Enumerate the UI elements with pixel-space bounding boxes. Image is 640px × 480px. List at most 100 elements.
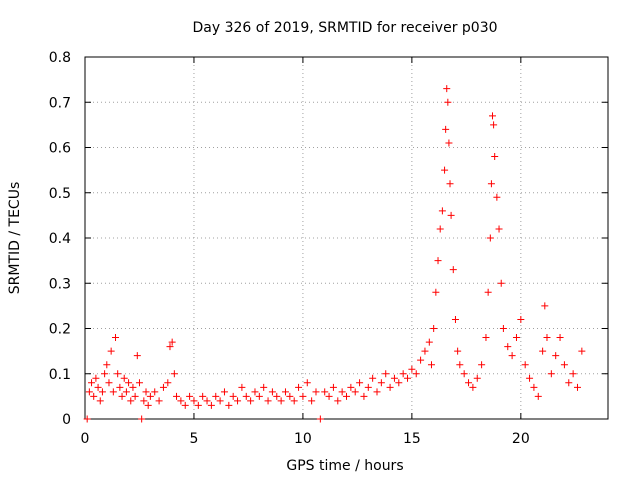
data-point <box>578 347 586 355</box>
data-point <box>164 379 172 387</box>
data-point <box>404 374 412 382</box>
y-tick-label: 0.1 <box>49 367 71 383</box>
data-point <box>547 370 555 378</box>
data-point <box>303 379 311 387</box>
data-point <box>521 361 529 369</box>
data-point <box>460 370 468 378</box>
data-point <box>159 383 167 391</box>
data-point <box>264 397 272 405</box>
data-point <box>325 392 333 400</box>
data-point <box>347 383 355 391</box>
data-point <box>560 361 568 369</box>
data-point <box>177 397 185 405</box>
data-point <box>421 347 429 355</box>
data-point <box>569 370 577 378</box>
data-point <box>491 153 499 161</box>
data-point <box>395 379 403 387</box>
data-point <box>369 374 377 382</box>
data-point <box>329 383 337 391</box>
data-point <box>207 401 215 409</box>
data-point <box>170 370 178 378</box>
data-point <box>442 125 450 133</box>
data-points <box>83 85 586 423</box>
data-point <box>295 383 303 391</box>
data-point <box>199 392 207 400</box>
data-point <box>489 112 497 120</box>
data-point <box>194 401 202 409</box>
data-point <box>565 379 573 387</box>
x-axis-label: GPS time / hours <box>286 458 403 474</box>
data-point <box>446 180 454 188</box>
data-point <box>122 388 130 396</box>
data-point <box>434 257 442 265</box>
x-tick-label: 15 <box>403 431 421 447</box>
data-point <box>497 279 505 287</box>
data-point <box>456 361 464 369</box>
data-point <box>247 397 255 405</box>
data-point <box>96 397 104 405</box>
data-point <box>133 352 141 360</box>
data-point <box>155 397 163 405</box>
data-point <box>486 234 494 242</box>
data-point <box>499 325 507 332</box>
data-point <box>125 379 133 387</box>
data-point <box>146 392 154 400</box>
data-point <box>88 379 96 387</box>
data-point <box>427 361 435 369</box>
data-point <box>234 397 242 405</box>
data-point <box>120 374 128 382</box>
x-tick-label: 20 <box>512 431 530 447</box>
data-point <box>131 392 139 400</box>
data-point <box>151 388 159 396</box>
data-point <box>168 338 176 346</box>
data-point <box>140 397 148 405</box>
x-tick-label: 0 <box>81 431 90 447</box>
data-point <box>438 207 446 215</box>
data-point <box>373 388 381 396</box>
data-point <box>94 383 102 391</box>
data-point <box>103 361 111 369</box>
data-point <box>386 383 394 391</box>
data-point <box>142 388 150 396</box>
data-point <box>316 415 324 423</box>
data-point <box>443 85 451 93</box>
data-point <box>441 166 449 174</box>
data-point <box>343 392 350 400</box>
data-point <box>351 388 359 396</box>
data-point <box>504 343 512 351</box>
data-point <box>186 392 194 400</box>
axis-ticks: 0 5 10 15 20 0 0.1 0.2 0.3 0.4 0.5 0.6 0.7 0.8 <box>49 50 608 447</box>
data-point <box>539 347 547 355</box>
y-axis-label: SRMTID / TECUs <box>7 182 23 295</box>
data-point <box>495 225 503 233</box>
data-point <box>552 352 560 360</box>
data-point <box>360 392 368 400</box>
data-point <box>109 388 117 396</box>
data-point <box>454 347 462 355</box>
data-point <box>238 383 246 391</box>
data-point <box>436 225 444 233</box>
data-point <box>473 374 481 382</box>
grid <box>85 57 608 419</box>
data-point <box>281 388 289 396</box>
data-point <box>98 388 106 396</box>
data-point <box>277 397 285 405</box>
data-point <box>573 383 581 391</box>
data-point <box>512 334 520 342</box>
data-point <box>541 302 549 310</box>
data-point <box>478 361 486 369</box>
data-point <box>242 392 250 400</box>
data-point <box>382 370 390 378</box>
data-point <box>166 343 174 351</box>
chart-title: Day 326 of 2019, SRMTID for receiver p03… <box>192 20 497 36</box>
data-point <box>114 370 122 378</box>
data-point <box>92 374 100 382</box>
data-point <box>447 211 455 219</box>
data-point <box>107 347 115 355</box>
y-tick-label: 0.8 <box>49 50 71 66</box>
data-point <box>260 383 268 391</box>
data-point <box>399 370 407 378</box>
y-tick-label: 0.5 <box>49 186 71 202</box>
data-point <box>273 392 281 400</box>
data-point <box>377 379 385 387</box>
